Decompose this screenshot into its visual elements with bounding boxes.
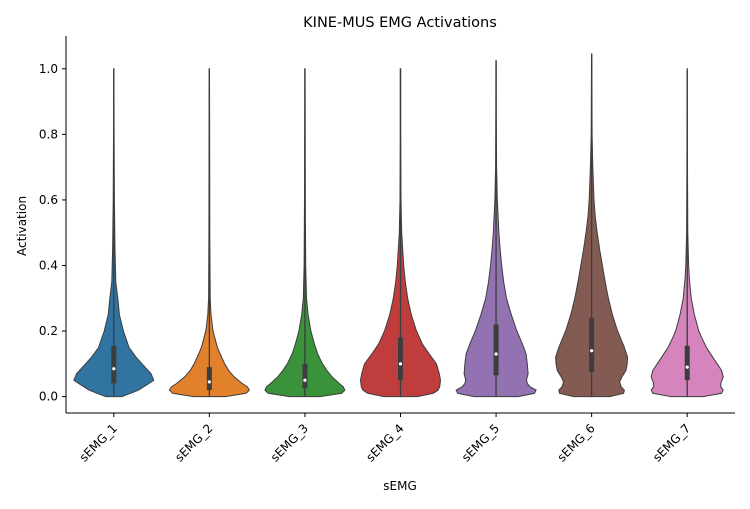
y-axis: 0.0 0.2 0.4 0.6 0.8 1.0 [39, 36, 67, 413]
violin-median-sEMG_1 [112, 367, 116, 371]
violin-median-sEMG_7 [685, 365, 689, 369]
violin-sEMG_2 [168, 68, 251, 398]
violin-sEMG_6 [555, 53, 629, 398]
violin-iqr-box-sEMG_5 [493, 324, 499, 376]
violin-sEMG_1 [73, 68, 155, 398]
x-tick-label: sEMG_4 [363, 421, 406, 464]
violin-iqr-box-sEMG_6 [589, 317, 595, 373]
x-tick-label: sEMG_5 [459, 421, 502, 464]
y-tick-label: 0.6 [39, 193, 58, 207]
violin-median-sEMG_2 [207, 380, 211, 384]
y-axis-label: Activation [15, 196, 29, 256]
violin-sEMG_3 [264, 68, 346, 398]
plot-area [73, 53, 724, 398]
x-tick-label: sEMG_7 [650, 421, 693, 464]
x-axis: sEMG_1 sEMG_2 sEMG_3 sEMG_4 sEMG_5 sEMG_6 sEMG… [66, 412, 735, 464]
violin-sEMG_7 [650, 68, 724, 398]
violin-iqr-box-sEMG_4 [398, 337, 403, 381]
chart-title: KINE-MUS EMG Activations [303, 15, 497, 31]
x-tick-label: sEMG_1 [77, 421, 120, 464]
violin-iqr-box-sEMG_2 [206, 367, 212, 391]
y-tick-label: 0.4 [39, 258, 58, 272]
x-tick-label: sEMG_2 [172, 421, 215, 464]
y-tick-label: 0.2 [39, 324, 58, 338]
violin-sEMG_5 [455, 60, 537, 398]
violin-iqr-box-sEMG_7 [684, 345, 690, 381]
y-tick-label: 1.0 [39, 62, 58, 76]
x-tick-label: sEMG_3 [268, 421, 311, 464]
y-tick-label: 0.0 [39, 390, 58, 404]
violin-iqr-box-sEMG_1 [111, 345, 117, 384]
x-tick-label: sEMG_6 [555, 421, 598, 464]
violin-median-sEMG_3 [303, 378, 307, 382]
x-axis-label: sEMG [383, 479, 417, 493]
violin-iqr-box-sEMG_3 [302, 363, 308, 389]
y-tick-label: 0.8 [39, 127, 58, 141]
violin-median-sEMG_5 [494, 352, 498, 356]
violin-median-sEMG_6 [590, 349, 594, 353]
violin-sEMG_4 [359, 68, 442, 398]
violin-median-sEMG_4 [398, 362, 403, 366]
